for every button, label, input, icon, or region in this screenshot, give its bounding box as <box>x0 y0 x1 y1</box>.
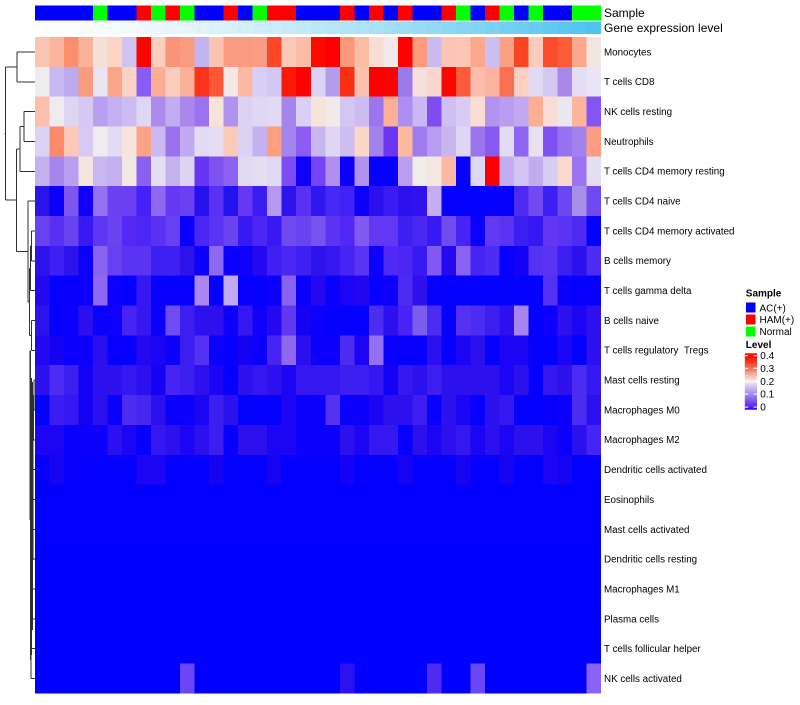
svg-text:Dendritic cells resting: Dendritic cells resting <box>604 555 697 566</box>
svg-text:T cells gamma delta: T cells gamma delta <box>604 286 692 297</box>
svg-text:Monocytes: Monocytes <box>604 47 651 58</box>
svg-text:Macrophages M0: Macrophages M0 <box>604 405 680 416</box>
svg-text:Mast cells activated: Mast cells activated <box>604 525 689 536</box>
svg-text:Dendritic cells activated: Dendritic cells activated <box>604 465 707 476</box>
svg-text:Mast cells resting: Mast cells resting <box>604 376 680 387</box>
svg-text:NK cells resting: NK cells resting <box>604 107 672 118</box>
svg-text:Eosinophils: Eosinophils <box>604 495 654 506</box>
svg-text:Sample: Sample <box>746 289 782 300</box>
svg-text:0.2: 0.2 <box>760 377 774 388</box>
svg-text:T cells CD4 memory resting: T cells CD4 memory resting <box>604 167 725 178</box>
svg-text:0.3: 0.3 <box>760 364 774 375</box>
svg-text:T cells CD4 memory activated: T cells CD4 memory activated <box>604 226 734 237</box>
svg-text:Sample: Sample <box>604 6 645 20</box>
svg-text:T cells follicular helper: T cells follicular helper <box>604 644 701 655</box>
svg-text:B cells naive: B cells naive <box>604 316 660 327</box>
svg-text:T cells regulatory Tregs: T cells regulatory Tregs <box>604 346 709 357</box>
svg-text:Normal: Normal <box>760 327 792 338</box>
svg-text:0: 0 <box>760 403 766 414</box>
svg-text:AC(+): AC(+) <box>760 303 786 314</box>
svg-text:0.1: 0.1 <box>760 390 774 401</box>
svg-text:Macrophages M2: Macrophages M2 <box>604 435 680 446</box>
svg-text:Level: Level <box>746 340 772 351</box>
svg-text:T cells CD4 naive: T cells CD4 naive <box>604 197 681 208</box>
svg-text:Macrophages M1: Macrophages M1 <box>604 584 680 595</box>
svg-text:T cells CD8: T cells CD8 <box>604 77 655 88</box>
svg-text:NK cells activated: NK cells activated <box>604 674 682 685</box>
svg-text:B cells memory: B cells memory <box>604 256 671 267</box>
svg-text:Neutrophils: Neutrophils <box>604 137 654 148</box>
svg-text:Plasma cells: Plasma cells <box>604 614 659 625</box>
svg-text:0.4: 0.4 <box>760 351 774 362</box>
svg-text:HAM(+): HAM(+) <box>760 315 795 326</box>
svg-text:Gene expression level: Gene expression level <box>604 21 723 35</box>
